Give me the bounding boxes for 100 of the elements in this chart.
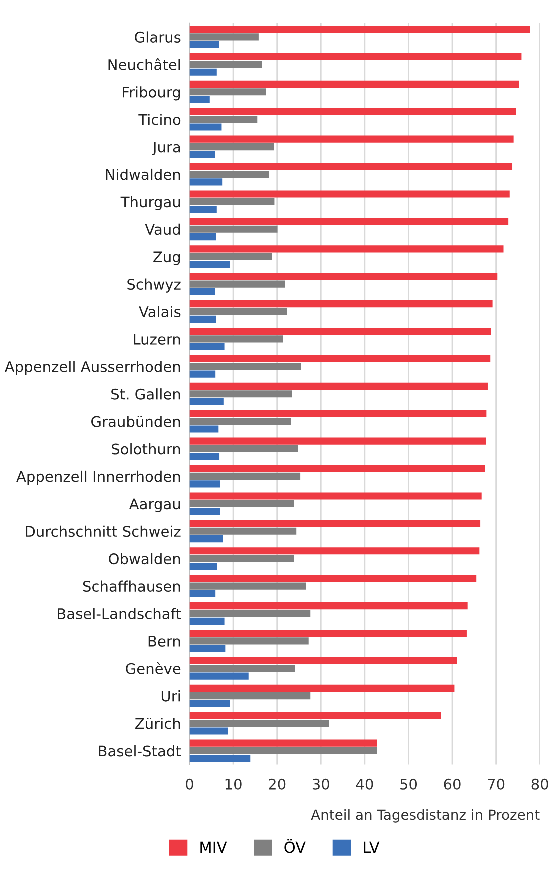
bar xyxy=(190,548,480,555)
bar xyxy=(190,700,230,708)
bar xyxy=(190,740,378,747)
x-tick-label: 50 xyxy=(400,778,418,790)
bar xyxy=(190,170,270,178)
bar xyxy=(190,328,492,336)
bar xyxy=(190,528,297,535)
x-tick-label: 60 xyxy=(444,778,461,790)
bar xyxy=(190,562,218,570)
x-tick-label: 10 xyxy=(226,778,242,790)
bar xyxy=(190,234,216,241)
bar xyxy=(190,41,220,48)
y-tick-label: Bern xyxy=(148,636,180,647)
bar xyxy=(190,260,230,268)
bar xyxy=(190,426,219,433)
x-tick-label: 80 xyxy=(532,778,548,790)
bar xyxy=(190,273,498,280)
legend-label: ÖV xyxy=(284,839,306,854)
bar xyxy=(190,198,275,206)
bar xyxy=(190,26,530,34)
bar xyxy=(190,190,510,198)
bar xyxy=(190,300,493,308)
bar xyxy=(190,508,220,516)
bar xyxy=(190,665,296,672)
bar xyxy=(190,536,224,543)
bar xyxy=(190,53,522,61)
bar xyxy=(190,61,262,68)
bar xyxy=(190,712,442,720)
bar xyxy=(190,363,302,370)
bar xyxy=(190,618,225,625)
y-tick-label: Basel-Landschaft xyxy=(58,608,182,620)
y-tick-label: Appenzell Ausserrhoden xyxy=(4,361,180,376)
y-tick-label: Nidwalden xyxy=(106,168,180,180)
bar xyxy=(190,500,294,508)
legend-label: LV xyxy=(364,842,380,854)
bar xyxy=(190,390,292,398)
bar xyxy=(190,178,223,186)
bar xyxy=(190,80,520,88)
bar xyxy=(190,438,486,445)
y-tick-label: Neuchâtel xyxy=(108,58,180,70)
y-tick-label: Obwalden xyxy=(109,553,180,565)
bar xyxy=(190,288,216,296)
y-tick-label: Vaud xyxy=(145,224,180,236)
bar xyxy=(190,410,487,418)
bar xyxy=(190,316,216,323)
bar xyxy=(190,226,278,233)
y-tick-label: Genève xyxy=(126,662,181,674)
x-tick-label: 70 xyxy=(488,778,505,790)
bar xyxy=(190,370,216,378)
bar xyxy=(190,136,514,143)
bar xyxy=(190,246,504,253)
bar xyxy=(190,582,306,590)
y-tick-label: Zürich xyxy=(136,718,180,730)
bar xyxy=(190,755,251,762)
bar xyxy=(190,355,491,363)
bar xyxy=(190,630,467,638)
bar xyxy=(190,602,468,610)
bar xyxy=(190,116,258,124)
bar xyxy=(190,453,220,460)
bar xyxy=(190,445,298,453)
bar xyxy=(190,610,311,618)
y-tick-label: Durchschnitt Schweiz xyxy=(26,526,181,538)
bar xyxy=(190,747,378,755)
y-tick-label: Fribourg xyxy=(123,86,180,101)
y-tick-label: Uri xyxy=(162,690,180,702)
bar xyxy=(190,336,284,343)
y-tick-label: Solothurn xyxy=(112,443,180,455)
bar xyxy=(190,720,330,728)
y-tick-label: Aargau xyxy=(129,498,180,512)
bar xyxy=(190,638,309,645)
bar xyxy=(190,308,288,316)
y-tick-label: Appenzell Innerrhoden xyxy=(16,470,180,486)
y-tick-label: Schaffhausen xyxy=(83,580,180,592)
x-axis-title: Anteil an Tagesdistanz in Prozent xyxy=(311,809,540,823)
legend-label: MIV xyxy=(200,842,228,854)
x-tick-label: 40 xyxy=(356,778,374,790)
bar xyxy=(190,590,216,598)
bar xyxy=(190,480,220,488)
bar xyxy=(190,728,228,735)
bar xyxy=(190,253,272,260)
y-tick-label: St. Gallen xyxy=(112,388,180,400)
y-tick-label: Graubünden xyxy=(92,416,180,428)
bar xyxy=(190,555,294,562)
bar xyxy=(190,88,266,96)
bar xyxy=(190,151,216,158)
bar xyxy=(190,672,249,680)
bar xyxy=(190,108,516,116)
y-tick-label: Thurgau xyxy=(120,196,180,211)
bar xyxy=(190,218,509,226)
bar xyxy=(190,163,513,170)
x-tick-label: 30 xyxy=(312,778,330,790)
bar xyxy=(190,657,458,664)
bar xyxy=(190,143,274,151)
x-tick-label: 0 xyxy=(186,778,194,790)
bar xyxy=(190,465,486,472)
bar xyxy=(190,575,477,582)
bar xyxy=(190,418,292,426)
bar xyxy=(190,280,286,288)
bar xyxy=(190,343,225,350)
bar xyxy=(190,472,301,480)
